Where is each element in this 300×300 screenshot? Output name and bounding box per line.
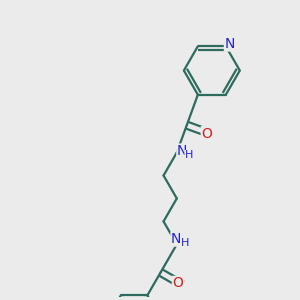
Text: O: O xyxy=(201,127,212,141)
Text: H: H xyxy=(185,151,194,160)
Text: N: N xyxy=(224,37,235,51)
Text: O: O xyxy=(172,276,183,290)
Text: H: H xyxy=(181,238,189,248)
Text: N: N xyxy=(177,144,187,158)
Text: N: N xyxy=(171,232,181,246)
